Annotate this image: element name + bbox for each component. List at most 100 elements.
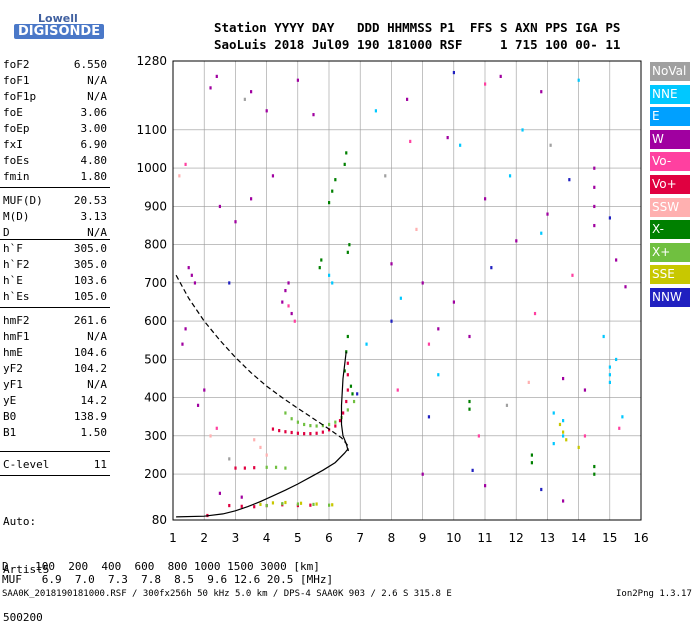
ionogram-chart: 1 2 3 4 5 6 7 8 9 10 11 12 13 14 15 1680200300400500600… xyxy=(136,54,648,545)
data-point xyxy=(437,373,440,377)
data-point xyxy=(253,438,256,442)
data-point xyxy=(250,197,253,201)
data-point xyxy=(290,311,293,316)
data-point xyxy=(287,304,290,308)
x-tick-label: 15 xyxy=(602,531,617,545)
data-point xyxy=(184,327,187,331)
data-point xyxy=(274,465,278,469)
data-point xyxy=(265,465,268,469)
data-point xyxy=(615,258,618,262)
param-value: 105.0 xyxy=(73,290,107,303)
data-point xyxy=(284,500,287,505)
data-point xyxy=(593,223,596,228)
param-value: N/A xyxy=(87,226,107,239)
data-point xyxy=(318,266,321,270)
y-tick-label: 500 xyxy=(144,352,167,366)
param-value: 4.80 xyxy=(80,154,108,167)
y-tick-label: 600 xyxy=(144,314,167,328)
data-point xyxy=(546,212,549,216)
footer-muf-row: MUF 6.9 7.0 7.3 7.8 8.5 9.6 12.6 20.5 [M… xyxy=(2,573,334,586)
plot-frame xyxy=(172,60,642,521)
param-row-fof2: foF2 6.550 xyxy=(3,58,107,74)
data-point xyxy=(427,342,431,346)
data-point xyxy=(374,109,377,113)
data-point xyxy=(540,231,543,235)
data-point xyxy=(577,445,580,450)
data-point xyxy=(343,369,346,373)
series-sse xyxy=(259,422,580,507)
data-point xyxy=(228,457,231,461)
data-point xyxy=(338,419,342,423)
param-label: h`Es xyxy=(3,290,30,303)
param-value: 305.0 xyxy=(73,242,107,255)
x-tick-label: 1 xyxy=(169,531,177,545)
param-separator xyxy=(0,187,110,188)
data-point xyxy=(296,431,299,435)
data-point xyxy=(303,432,306,436)
data-point xyxy=(187,266,190,270)
data-point xyxy=(345,151,348,155)
param-value: 3.06 xyxy=(80,106,108,119)
data-point xyxy=(552,442,555,446)
param-value: N/A xyxy=(87,378,107,391)
data-point xyxy=(346,250,349,254)
data-point xyxy=(608,373,611,377)
x-tick-label: 9 xyxy=(419,531,427,545)
data-point xyxy=(321,430,324,434)
data-point xyxy=(253,466,256,470)
data-point xyxy=(618,426,621,430)
data-point xyxy=(562,376,565,381)
data-point xyxy=(178,174,181,178)
data-point xyxy=(328,422,331,427)
param-row-yf2: yF2 104.2 xyxy=(3,362,107,378)
param-value: N/A xyxy=(87,330,107,343)
series-noval xyxy=(228,97,552,461)
data-point xyxy=(243,97,246,101)
data-point xyxy=(218,204,221,209)
legend-item-nnw: NNW xyxy=(650,288,690,307)
data-point xyxy=(328,503,331,507)
param-value: 1.80 xyxy=(80,170,108,183)
data-point xyxy=(346,334,349,339)
data-point xyxy=(253,505,256,509)
param-value: 14.2 xyxy=(80,394,108,407)
data-point xyxy=(530,453,533,457)
data-point xyxy=(293,319,296,323)
y-tick-label: 800 xyxy=(144,238,167,252)
data-point xyxy=(309,432,312,436)
x-tick-label: 16 xyxy=(633,531,648,545)
x-tick-label: 12 xyxy=(509,531,524,545)
data-point xyxy=(615,357,618,362)
data-point xyxy=(508,174,512,178)
data-point xyxy=(602,334,605,339)
data-point xyxy=(452,70,455,75)
data-point xyxy=(190,273,193,277)
data-point xyxy=(484,197,487,201)
data-point xyxy=(540,90,543,94)
param-label: h`F xyxy=(3,242,23,255)
data-point xyxy=(228,281,231,285)
data-point xyxy=(328,273,331,277)
data-point xyxy=(593,464,596,469)
data-point xyxy=(552,411,555,415)
data-point xyxy=(290,417,293,421)
data-point xyxy=(530,461,533,465)
chart-grid xyxy=(172,60,642,521)
data-point xyxy=(334,424,337,428)
param-value: 6.550 xyxy=(73,58,107,71)
data-point xyxy=(328,428,331,432)
data-point xyxy=(608,365,611,369)
data-point xyxy=(390,319,393,323)
data-point xyxy=(299,501,303,505)
data-point xyxy=(583,388,587,392)
legend-item-ssw: SSW xyxy=(650,197,690,217)
data-point xyxy=(309,424,312,428)
legend-item-vo: Vo- xyxy=(650,152,690,172)
param-row-yf1: yF1 N/A xyxy=(3,378,107,394)
param-value: 104.2 xyxy=(73,362,107,375)
param-value: 3.13 xyxy=(80,210,108,223)
param-row-fof1: foF1 N/A xyxy=(3,74,107,90)
param-value: 104.6 xyxy=(73,346,107,359)
param-row-fxi: fxI 6.90 xyxy=(3,138,107,154)
data-point xyxy=(265,453,268,457)
